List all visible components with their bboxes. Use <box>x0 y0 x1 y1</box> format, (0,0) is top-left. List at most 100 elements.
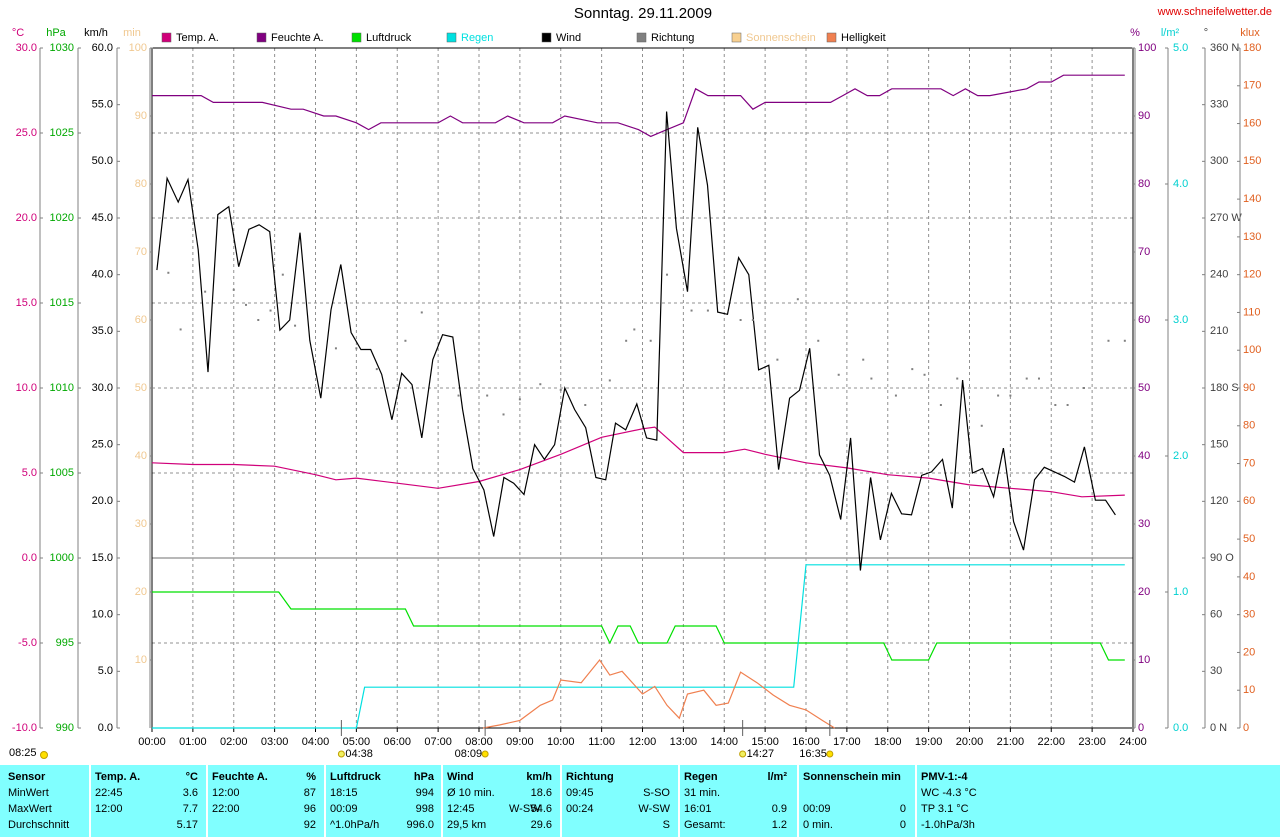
direction-dot <box>608 379 611 382</box>
table-cell: TP 3.1 °C <box>921 803 969 815</box>
y-tick-label: 35.0 <box>92 325 113 337</box>
chart-title: Sonntag. 29.11.2009 <box>574 5 712 22</box>
y-tick-label: 60 <box>1210 609 1222 621</box>
table-cell: Richtung <box>566 771 614 783</box>
x-tick-label: 23:00 <box>1078 736 1106 748</box>
y-tick-label: 40 <box>1138 450 1150 462</box>
x-tick-label: 15:00 <box>751 736 779 748</box>
series-line <box>482 658 835 729</box>
series-line <box>152 591 1125 661</box>
y-tick-label: 130 <box>1243 231 1261 243</box>
annotation-label: 14:27 <box>747 748 775 760</box>
y-tick-label: 40 <box>135 450 147 462</box>
y-tick-label: 60.0 <box>92 42 113 54</box>
y-tick-label: 210 <box>1210 325 1228 337</box>
table-cell: Regen <box>684 771 718 783</box>
table-cell: 5.17 <box>176 819 198 831</box>
y-tick-label: 50 <box>1138 382 1150 394</box>
y-tick-label: 55.0 <box>92 99 113 111</box>
table-separator <box>678 765 680 837</box>
table-separator <box>324 765 326 837</box>
legend-swatch <box>826 32 837 43</box>
direction-dot <box>751 319 754 321</box>
y-tick-label: 15.0 <box>16 297 37 309</box>
y-tick-label: 30 <box>1138 518 1150 530</box>
legend-swatch <box>636 32 647 43</box>
table-cell: ^1.0hPa/h <box>330 819 380 831</box>
table-cell: 09:45 <box>566 787 594 799</box>
y-tick-label: 995 <box>56 637 74 649</box>
table-cell: 96 <box>303 803 316 815</box>
y-tick-label: 5.0 <box>1173 42 1188 54</box>
legend-label: Wind <box>556 32 581 44</box>
axis-unit: °C <box>12 27 24 39</box>
direction-dot <box>1123 339 1126 342</box>
legend-swatch <box>256 32 267 43</box>
axis-unit: l/m² <box>1161 27 1180 39</box>
x-tick-label: 13:00 <box>670 736 698 748</box>
direction-dot <box>257 319 260 321</box>
table-cell: hPa <box>413 771 434 783</box>
y-tick-label: 20 <box>135 586 147 598</box>
table-cell: 29,5 km <box>447 819 487 831</box>
y-tick-label: 120 <box>1210 495 1228 507</box>
y-tick-label: 50 <box>135 382 147 394</box>
axis-unit: hPa <box>46 27 66 39</box>
direction-dot <box>539 383 542 386</box>
y-tick-label: 150 <box>1243 155 1261 167</box>
y-tick-label: 80 <box>1138 178 1150 190</box>
y-tick-label: 0.0 <box>22 552 37 564</box>
direction-dot <box>894 394 897 397</box>
table-cell: 54.6 <box>530 803 552 815</box>
x-tick-label: 17:00 <box>833 736 861 748</box>
series-line <box>152 74 1125 138</box>
table-cell: 18:15 <box>330 787 358 799</box>
y-tick-label: 60 <box>1138 314 1150 326</box>
axis-unit: klux <box>1240 27 1260 39</box>
direction-dot <box>584 404 587 406</box>
chart: Sonntag. 29.11.2009 www.schneifelwetter.… <box>9 5 1272 760</box>
direction-dot <box>179 328 182 331</box>
direction-dot <box>204 290 207 293</box>
y-tick-label: 45.0 <box>92 212 113 224</box>
table-cell: Sonnenschein min <box>803 771 901 783</box>
y-tick-label: 10.0 <box>92 609 113 621</box>
table-cell: 22:00 <box>212 803 240 815</box>
table-separator <box>89 765 91 837</box>
y-tick-label: 15.0 <box>92 552 113 564</box>
legend-label: Feuchte A. <box>271 32 324 44</box>
y-tick-label: 90 <box>135 110 147 122</box>
table-separator <box>206 765 208 837</box>
table-cell: 994 <box>415 787 434 799</box>
y-tick-label: 170 <box>1243 80 1261 92</box>
table-cell: 0 <box>899 819 906 831</box>
y-tick-label: 1000 <box>50 552 74 564</box>
x-tick-label: 22:00 <box>1037 736 1065 748</box>
table-cell: 3.6 <box>182 787 198 799</box>
legend-label: Temp. A. <box>176 32 219 44</box>
y-tick-label: 10 <box>1138 654 1150 666</box>
y-tick-label: 2.0 <box>1173 450 1188 462</box>
x-tick-label: 08:00 <box>465 736 493 748</box>
y-tick-label: 80 <box>1243 420 1255 432</box>
sun-icon <box>40 751 48 759</box>
y-tick-label: 150 <box>1210 439 1228 451</box>
direction-dot <box>559 388 562 391</box>
direction-dot <box>666 273 669 276</box>
legend-swatch <box>351 32 362 43</box>
axis-unit: % <box>1130 27 1140 39</box>
y-tick-label: 330 <box>1210 99 1228 111</box>
legend-label: Sonnenschein <box>746 32 816 44</box>
annotation-icon <box>739 750 747 758</box>
y-tick-label: 120 <box>1243 269 1261 281</box>
legend-label: Luftdruck <box>366 32 412 44</box>
y-tick-label: 990 <box>56 722 74 734</box>
x-tick-label: 05:00 <box>343 736 371 748</box>
axis-unit: km/h <box>84 27 108 39</box>
y-tick-label: 60 <box>135 314 147 326</box>
direction-dot <box>980 424 983 427</box>
direction-dot <box>1025 377 1028 380</box>
y-tick-label: 30.0 <box>92 382 113 394</box>
annotation-icon <box>826 750 834 758</box>
y-tick-label: 50 <box>1243 533 1255 545</box>
